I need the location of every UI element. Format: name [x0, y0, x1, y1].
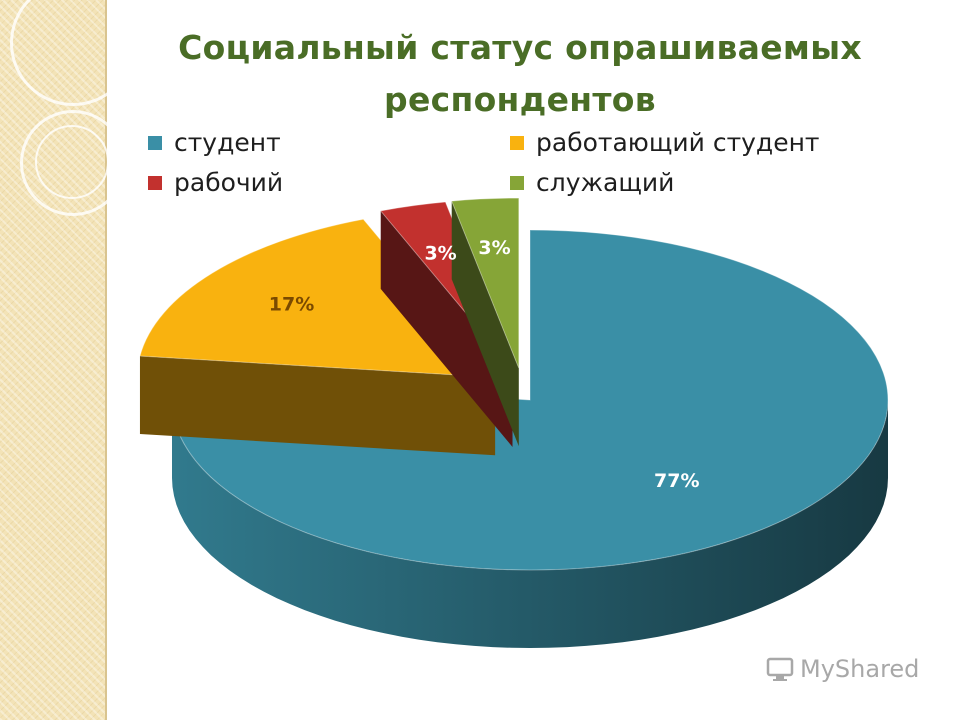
pie-slice-face [139, 355, 496, 456]
legend-item: служащий [510, 168, 674, 197]
decorative-ring [10, 0, 136, 106]
data-label: 77% [654, 470, 699, 492]
pie-slice-face [380, 210, 513, 447]
pie-slice-top [139, 218, 497, 378]
data-label: 3% [424, 242, 456, 264]
legend-item: рабочий [148, 168, 283, 197]
legend-swatch [148, 175, 162, 190]
legend-label: служащий [536, 168, 675, 197]
pie-slice-2 [139, 218, 497, 456]
legend-label: рабочий [174, 168, 284, 197]
legend-item: студент [148, 128, 281, 157]
legend-swatch [510, 135, 524, 150]
legend-label: студент [174, 128, 281, 157]
legend-item: работающий студент [510, 128, 820, 157]
pie-slice-1 [171, 229, 889, 648]
decorative-ring [20, 110, 126, 216]
decorative-ring [35, 125, 109, 199]
monitor-icon [766, 657, 794, 681]
data-label: 3% [478, 237, 510, 259]
pie-slice-4 [450, 197, 520, 447]
watermark: MyShared [766, 655, 919, 683]
chart-title: Социальный статус опрашиваемых респонден… [178, 28, 862, 119]
pie-slice-face [451, 201, 519, 447]
legend-swatch [510, 175, 524, 190]
side-panel-edge [105, 0, 107, 720]
legend-swatch [148, 135, 162, 150]
watermark-text: MyShared [800, 655, 920, 683]
pie-slice-top [171, 229, 889, 571]
legend-label: работающий студент [536, 128, 820, 157]
pie-slice-top [450, 197, 520, 369]
pie-slice-side [172, 400, 888, 648]
data-label: 17% [269, 293, 314, 315]
